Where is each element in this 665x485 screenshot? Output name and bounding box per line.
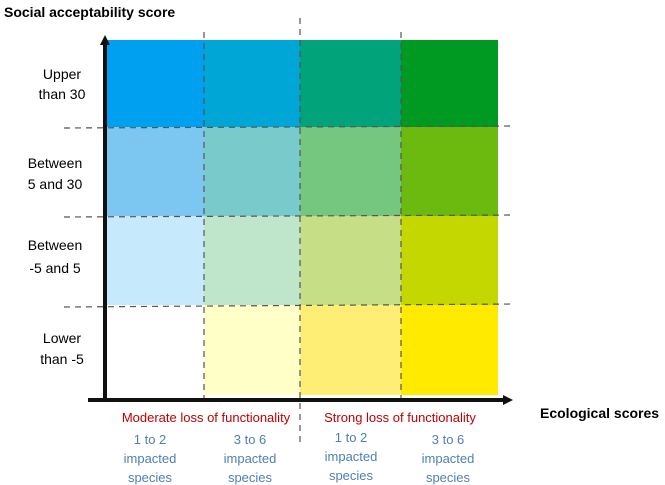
matrix-cell — [204, 40, 300, 127]
matrix-cell — [300, 40, 401, 127]
column-label-line1: 1 to 2 — [134, 432, 167, 447]
column-label-line2: impacted — [325, 449, 378, 464]
row-labels: Upper than 30 Between 5 and 30 Between -… — [28, 66, 86, 367]
column-label-line2: impacted — [224, 451, 277, 466]
row-separator — [63, 125, 516, 129]
matrix-cell — [401, 305, 498, 395]
row-label-line1: Between — [28, 237, 82, 253]
matrix-cell — [107, 40, 204, 127]
matrix-cell — [401, 127, 498, 216]
column-label-line3: species — [329, 468, 374, 483]
matrix-cell — [300, 127, 401, 216]
row-label-line2: -5 and 5 — [29, 260, 81, 276]
column-labels: 1 to 2 impacted species 3 to 6 impacted … — [124, 430, 475, 485]
matrix-cell — [401, 40, 498, 127]
row-separator — [63, 303, 516, 308]
column-label-line3: species — [228, 470, 273, 485]
matrix-cell — [107, 127, 204, 216]
row-label-line2: 5 and 30 — [28, 176, 83, 192]
row-label-line2: than -5 — [40, 351, 84, 367]
matrix-cell — [401, 216, 498, 305]
row-separator — [63, 214, 516, 218]
row-label-line1: Between — [28, 155, 82, 171]
matrix-cell — [204, 305, 300, 395]
matrix-cell — [107, 216, 204, 305]
row-label-line1: Upper — [43, 66, 81, 82]
matrix-cell — [107, 305, 204, 395]
column-label-line1: 3 to 6 — [432, 432, 465, 447]
x-axis-title: Ecological scores — [540, 405, 659, 421]
column-label-line3: species — [426, 470, 471, 485]
grid-separators — [63, 18, 516, 445]
matrix-cell — [204, 127, 300, 216]
row-label-line1: Lower — [43, 330, 81, 346]
column-label-line1: 1 to 2 — [335, 430, 368, 445]
color-grid — [107, 40, 498, 395]
group-label-strong: Strong loss of functionality — [324, 410, 476, 425]
column-label-line2: impacted — [124, 451, 177, 466]
column-label-line1: 3 to 6 — [234, 432, 267, 447]
column-label-line3: species — [128, 470, 173, 485]
row-label-line2: than 30 — [39, 86, 86, 102]
matrix-cell — [300, 216, 401, 305]
y-axis-title: Social acceptability score — [4, 4, 175, 20]
column-label-line2: impacted — [422, 451, 475, 466]
matrix-cell — [204, 216, 300, 305]
group-label-moderate: Moderate loss of functionality — [122, 410, 291, 425]
matrix-cell — [300, 305, 401, 395]
